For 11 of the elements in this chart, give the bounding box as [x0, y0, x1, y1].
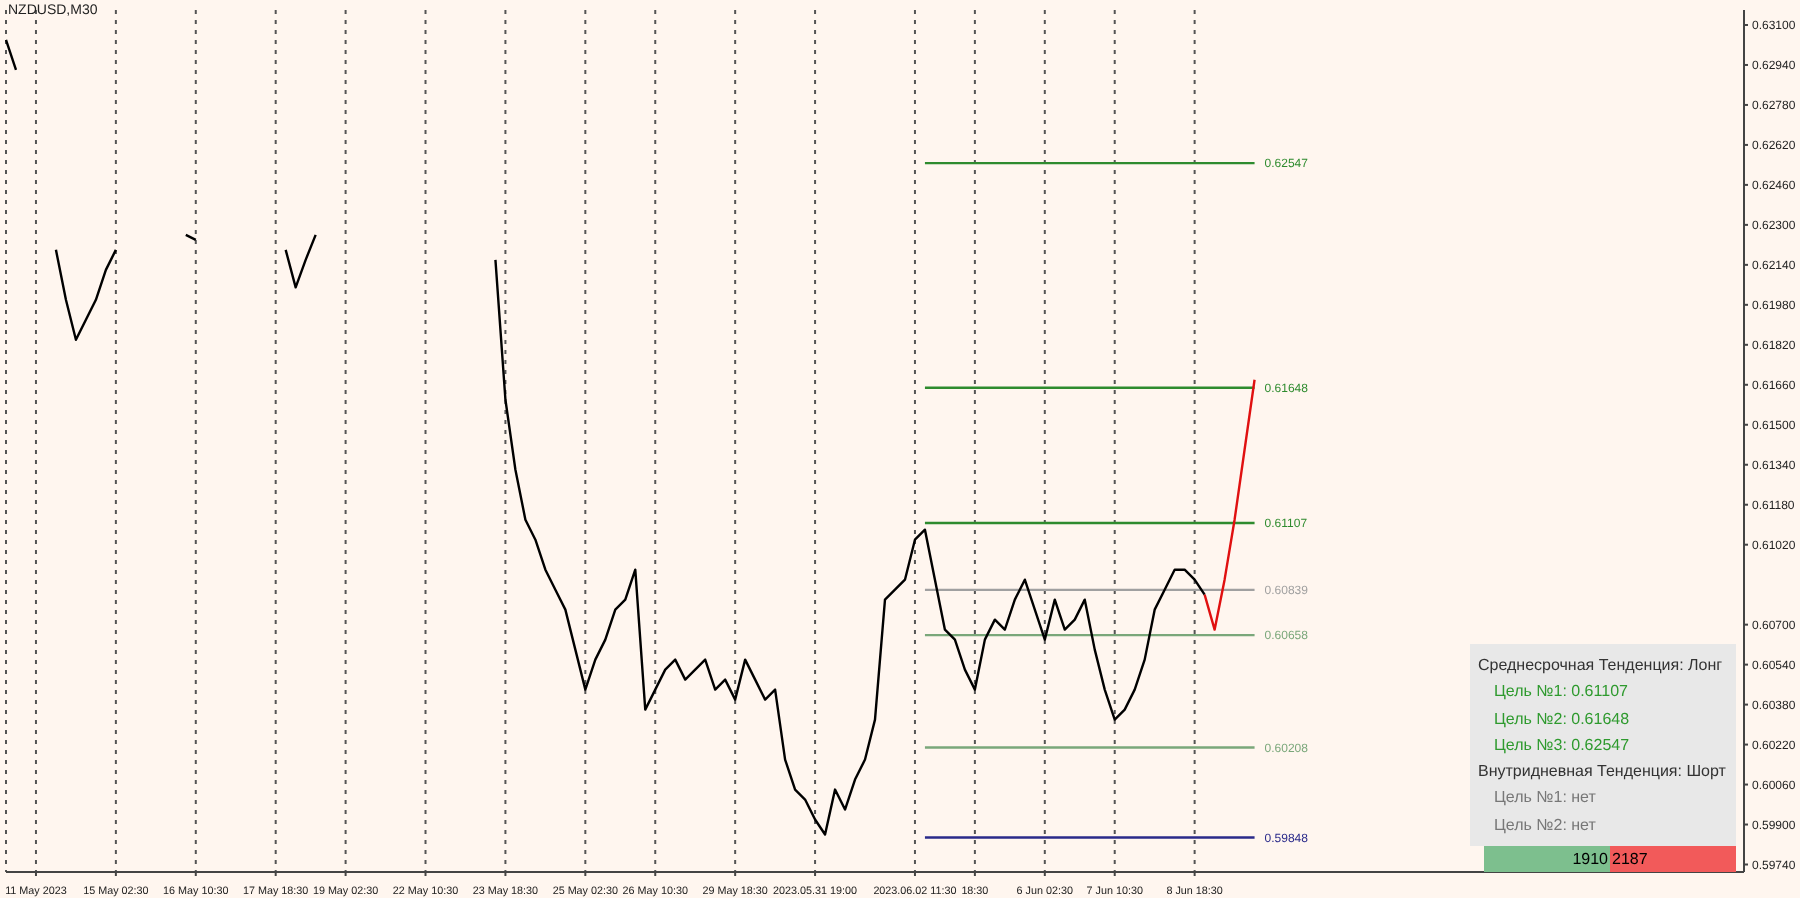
line-series [1203, 378, 1256, 631]
annotation: Цель №2: нет [1492, 813, 1598, 838]
annotation: Цель №1: нет [1492, 786, 1598, 811]
annotation: Цель №3: 0.62547 [1492, 733, 1632, 758]
annotation: 2187 [1610, 846, 1736, 872]
annotation: Среднесрочная Тенденция: Лонг [1478, 654, 1725, 678]
annotation: Цель №2: 0.61648 [1492, 707, 1632, 732]
annotation: Внутридневная Тенденция: Шорт [1478, 760, 1728, 785]
annotation: Цель №1: 0.61107 [1492, 680, 1630, 705]
buy-sell-meter: 1910 2187 [1484, 846, 1736, 872]
annotation: 1910 [1484, 846, 1610, 872]
